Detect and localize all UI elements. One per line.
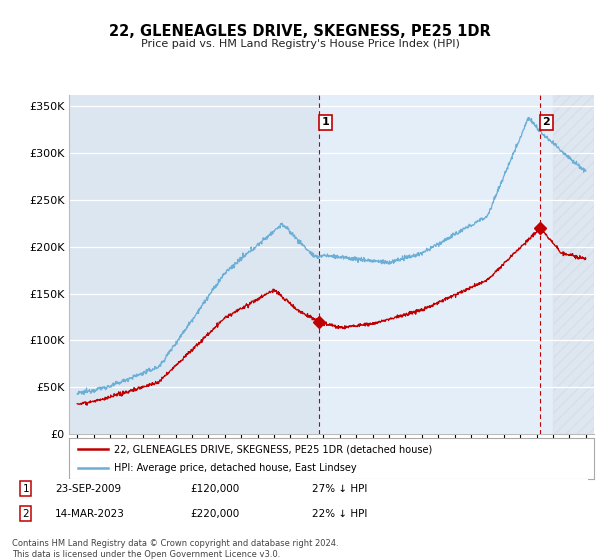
Text: 2: 2: [22, 508, 29, 519]
Text: 1: 1: [322, 117, 329, 127]
Text: 22, GLENEAGLES DRIVE, SKEGNESS, PE25 1DR (detached house): 22, GLENEAGLES DRIVE, SKEGNESS, PE25 1DR…: [113, 445, 432, 454]
Text: 1: 1: [22, 484, 29, 494]
Text: 22% ↓ HPI: 22% ↓ HPI: [311, 508, 367, 519]
Text: 14-MAR-2023: 14-MAR-2023: [55, 508, 125, 519]
Text: 27% ↓ HPI: 27% ↓ HPI: [311, 484, 367, 494]
Text: 2: 2: [542, 117, 550, 127]
Text: 22, GLENEAGLES DRIVE, SKEGNESS, PE25 1DR: 22, GLENEAGLES DRIVE, SKEGNESS, PE25 1DR: [109, 24, 491, 39]
Text: £120,000: £120,000: [191, 484, 240, 494]
Text: Price paid vs. HM Land Registry's House Price Index (HPI): Price paid vs. HM Land Registry's House …: [140, 39, 460, 49]
Text: Contains HM Land Registry data © Crown copyright and database right 2024.
This d: Contains HM Land Registry data © Crown c…: [12, 539, 338, 559]
Text: 23-SEP-2009: 23-SEP-2009: [55, 484, 121, 494]
Text: HPI: Average price, detached house, East Lindsey: HPI: Average price, detached house, East…: [113, 463, 356, 473]
Text: £220,000: £220,000: [191, 508, 240, 519]
